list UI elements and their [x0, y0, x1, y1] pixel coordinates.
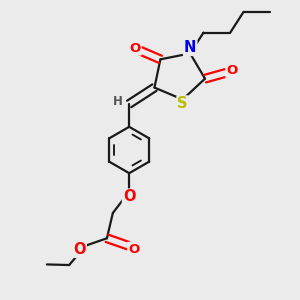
- Text: O: O: [123, 190, 135, 205]
- Text: O: O: [226, 64, 237, 77]
- Text: N: N: [184, 40, 196, 55]
- Text: H: H: [113, 95, 123, 108]
- Text: O: O: [130, 42, 141, 55]
- Text: O: O: [73, 242, 86, 257]
- Text: O: O: [128, 243, 139, 256]
- Text: S: S: [177, 96, 188, 111]
